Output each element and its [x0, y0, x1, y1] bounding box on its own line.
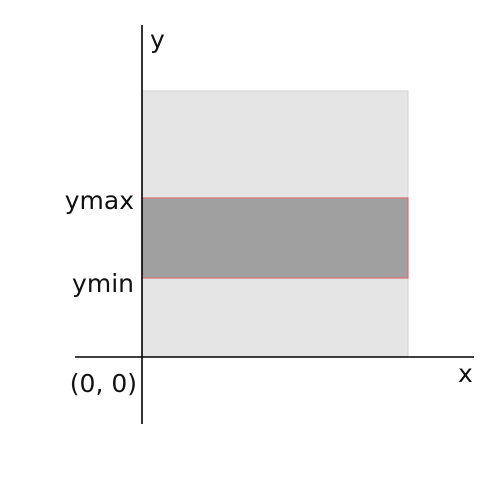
x-axis-label: x [458, 359, 473, 388]
ymin-ymax-band [141, 197, 409, 279]
ymax-label: ymax [65, 186, 134, 215]
ymin-label: ymin [72, 269, 134, 298]
origin-label: (0, 0) [70, 369, 137, 398]
y-axis-label: y [150, 25, 165, 54]
